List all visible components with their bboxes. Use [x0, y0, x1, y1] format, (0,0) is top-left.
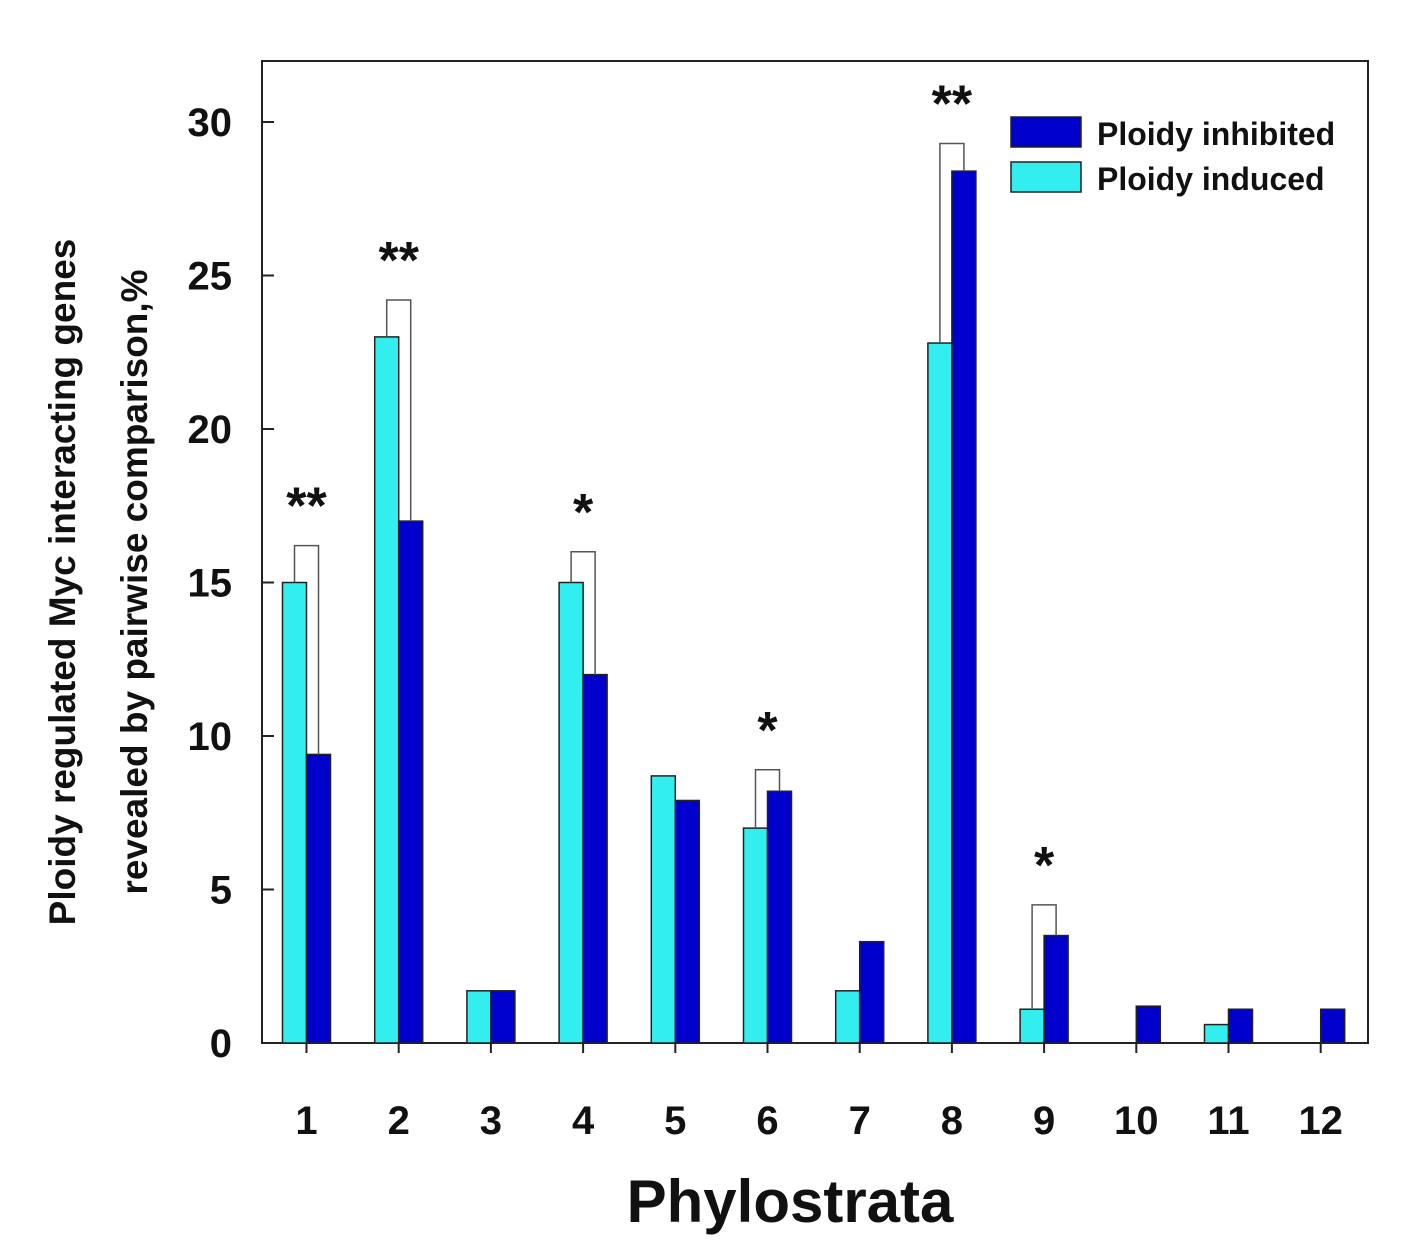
- x-tick-label: 11: [1207, 1099, 1249, 1143]
- x-tick-label: 7: [849, 1099, 871, 1143]
- x-axis: 1 2 3 4 5 6 7 8 9 10 11 12: [262, 1042, 1368, 1143]
- legend-swatch-induced: [1010, 161, 1082, 193]
- significance-annotations: *********: [286, 75, 1057, 1010]
- bar-inhibited-2: [397, 520, 424, 1044]
- bar-induced-1: [281, 581, 308, 1044]
- bar-induced-3: [466, 990, 492, 1044]
- bar-inhibited-11: [1227, 1008, 1254, 1044]
- x-tick-label: 8: [941, 1099, 963, 1143]
- y-axis-title-line2: revealed by pairwise comparison,%: [114, 269, 155, 894]
- y-tick-label: 0: [210, 1022, 232, 1066]
- y-tick-label: 5: [210, 869, 232, 913]
- x-tick-label: 9: [1033, 1099, 1055, 1143]
- x-tick-label: 2: [388, 1099, 410, 1143]
- y-tick-label: 10: [188, 715, 233, 759]
- bar-induced-5: [650, 775, 677, 1044]
- legend-label-induced: Ploidy induced: [1097, 161, 1325, 197]
- bar-inhibited-9: [1043, 934, 1069, 1044]
- significance-label-2: **: [378, 232, 419, 290]
- bar-inhibited-6: [766, 790, 793, 1044]
- significance-bracket-8: [939, 142, 965, 344]
- bar-induced-8: [927, 342, 953, 1044]
- significance-label-9: *: [1034, 837, 1055, 895]
- y-tick-label: 15: [188, 562, 233, 606]
- bar-induced-6: [742, 827, 769, 1044]
- x-tick-label: 5: [664, 1099, 686, 1143]
- bars: [281, 170, 1346, 1044]
- legend-swatch-inhibited: [1010, 116, 1082, 148]
- y-axis-title: Ploidy regulated Myc interacting genes r…: [42, 239, 155, 926]
- bar-induced-9: [1019, 1008, 1045, 1044]
- bar-induced-2: [373, 336, 400, 1044]
- bar-inhibited-5: [674, 799, 701, 1044]
- bar-inhibited-12: [1319, 1008, 1346, 1044]
- x-axis-title: Phylostrata: [627, 1168, 954, 1235]
- x-tick-label: 4: [572, 1099, 595, 1143]
- significance-label-1: **: [286, 478, 327, 536]
- bar-inhibited-7: [858, 940, 885, 1044]
- significance-bracket-1: [293, 544, 320, 755]
- bar-inhibited-3: [490, 990, 516, 1044]
- bar-induced-7: [834, 990, 861, 1044]
- significance-bracket-9: [1031, 904, 1057, 1010]
- bar-inhibited-4: [582, 673, 608, 1044]
- y-axis-title-line1: Ploidy regulated Myc interacting genes: [42, 239, 83, 926]
- x-tick-label: 3: [480, 1099, 502, 1143]
- plot-frame: [261, 60, 1369, 1044]
- significance-bracket-2: [385, 299, 412, 522]
- x-tick-label: 1: [295, 1099, 317, 1143]
- significance-label-6: *: [757, 702, 778, 760]
- bar-induced-4: [558, 581, 584, 1044]
- legend-label-inhibited: Ploidy inhibited: [1097, 116, 1335, 152]
- bar-induced-11: [1203, 1023, 1230, 1044]
- bar-inhibited-1: [305, 753, 332, 1044]
- significance-bracket-4: [570, 551, 596, 675]
- x-tick-label: 6: [756, 1099, 778, 1143]
- legend: Ploidy inhibited Ploidy induced: [1010, 116, 1335, 197]
- significance-label-8: **: [932, 75, 973, 133]
- bar-inhibited-8: [951, 170, 977, 1044]
- significance-bracket-6: [754, 769, 781, 829]
- significance-label-4: *: [573, 484, 594, 542]
- y-axis: 0 5 10 15 20 25 30: [188, 101, 274, 1066]
- x-tick-label: 12: [1298, 1099, 1343, 1143]
- y-tick-label: 20: [188, 408, 233, 452]
- x-tick-label: 10: [1114, 1099, 1159, 1143]
- y-tick-label: 30: [188, 101, 233, 145]
- y-tick-label: 25: [188, 255, 233, 299]
- bar-inhibited-10: [1135, 1005, 1162, 1044]
